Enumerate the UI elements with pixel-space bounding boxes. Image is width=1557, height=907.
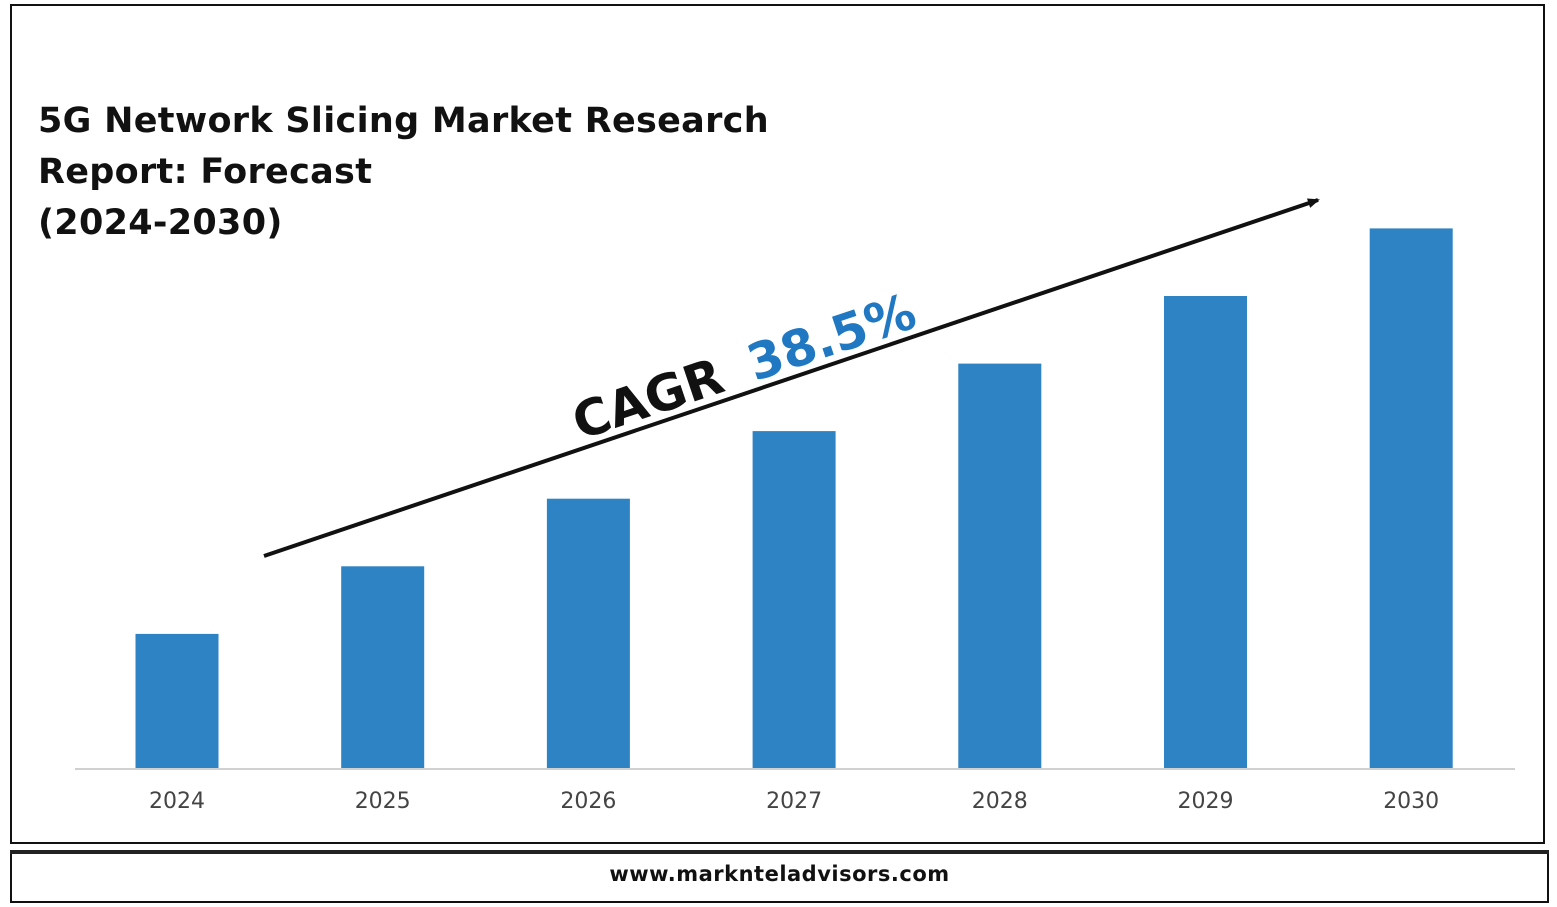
bar-2030 (1369, 228, 1453, 769)
chart-title: 5G Network Slicing Market Research Repor… (38, 101, 769, 243)
footer-divider (10, 850, 1549, 854)
footer-website: www.marknteladvisors.com (609, 862, 950, 886)
cagr-prefix: CAGR (565, 347, 730, 451)
x-tick-label-2029: 2029 (1178, 789, 1234, 814)
bars-group (135, 228, 1453, 769)
bar-2026 (546, 498, 630, 769)
x-tick-label-2024: 2024 (149, 789, 205, 814)
x-tick-label-2025: 2025 (355, 789, 411, 814)
bar-chart: 2024 2025 2026 2027 2028 2029 2030 CAGR 38.5% (75, 198, 1515, 814)
footer: www.marknteladvisors.com (10, 854, 1549, 903)
x-tick-label-2026: 2026 (560, 789, 616, 814)
cagr-value: 38.5% (740, 282, 923, 392)
cagr-annotation: CAGR 38.5% (565, 282, 923, 451)
bar-2027 (752, 431, 836, 769)
bar-2029 (1164, 296, 1247, 769)
bar-2028 (958, 363, 1042, 769)
x-tick-label-2027: 2027 (766, 789, 822, 814)
cagr-trend-arrow (263, 198, 1320, 558)
x-tick-label-2028: 2028 (972, 789, 1028, 814)
bar-2025 (341, 566, 425, 769)
bar-2024 (135, 633, 219, 769)
x-tick-labels: 2024 2025 2026 2027 2028 2029 2030 (149, 789, 1439, 814)
x-tick-label-2030: 2030 (1383, 789, 1439, 814)
